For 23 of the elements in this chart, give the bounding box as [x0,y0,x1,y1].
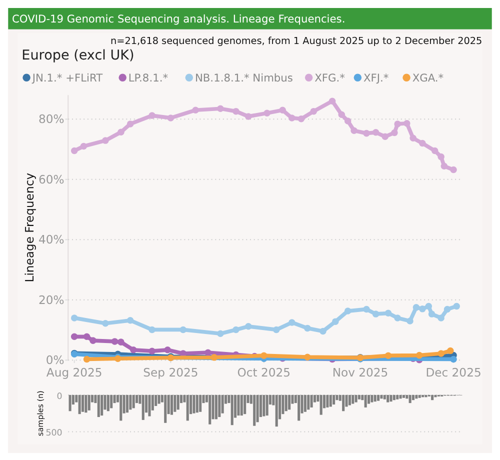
x-tick-label: Sep 2025 [143,366,198,380]
y-tick-label: 40% [38,232,64,247]
legend-label: JN.1.* +FLiRT [31,72,104,85]
y-tick-label: 80% [38,112,64,126]
y-axis-title: samples (n) [36,390,45,436]
chart-title: Europe (excl UK) [22,47,134,64]
legend-label: XGA.* [412,72,444,85]
legend-label: NB.1.8.1.* Nimbus [194,72,294,85]
legend-label: LP.8.1.* [128,72,168,85]
y-tick-label: 0% [46,353,64,367]
y-tick-label: 500 [46,428,62,439]
text: COVID-19 Genomic Sequencing analysis. Lineage Frequencies. [12,12,346,26]
x-tick-label: Nov 2025 [332,366,388,380]
x-tick-label: Aug 2025 [46,366,102,380]
chart-subtitle: n=21,618 sequenced genomes, from 1 August 2025 up to 2 December 2025 [110,36,482,47]
y-axis-title: Lineage Frequency [22,172,36,282]
x-tick-label: Dec 2025 [426,366,482,380]
y-tick-label: 0 [56,392,62,402]
x-tick-label: Oct 2025 [237,366,291,380]
legend-label: XFJ.* [363,72,389,85]
y-tick-label: 20% [38,292,64,307]
legend-label: XFG.* [314,72,345,85]
y-tick-label: 60% [38,172,64,186]
